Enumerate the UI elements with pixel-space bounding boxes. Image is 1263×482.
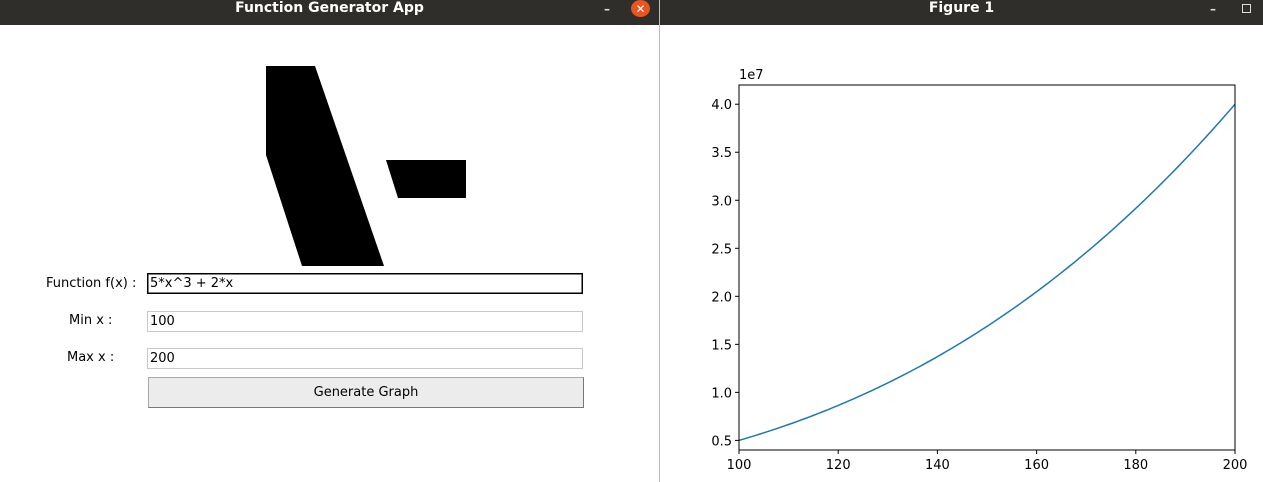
series-line (738, 103, 1236, 442)
minimize-button[interactable]: – (598, 2, 616, 16)
max-x-input[interactable] (147, 348, 583, 369)
min-x-label: Min x : (69, 313, 113, 328)
function-label: Function f(x) : (46, 276, 137, 291)
ticks-layer: 100 120 140 160 180 200 0.5 1.0 1.5 2.0 2.5 3.0 3.5 4… (711, 98, 1247, 473)
axes-frame (738, 84, 1236, 451)
y-tick-label: 1.5 (711, 338, 732, 353)
figure-minimize-button[interactable]: – (1205, 2, 1221, 16)
x-tick-label: 120 (826, 458, 851, 473)
figure-titlebar: Figure 1 – (660, 0, 1263, 25)
logo-icon (266, 66, 466, 266)
y-tick-label: 2.5 (711, 242, 732, 257)
minimize-icon: – (604, 2, 610, 16)
y-tick-label: 1.0 (711, 386, 732, 401)
generate-graph-button[interactable]: Generate Graph (148, 377, 584, 408)
close-icon: ✕ (635, 1, 646, 16)
plot-layer (738, 103, 1236, 442)
figure-window: Figure 1 – 100 120 140 160 180 200 0.5 1.0 1.5 2.… (660, 0, 1263, 482)
y-tick-label: 2.0 (711, 290, 732, 305)
max-x-label: Max x : (67, 350, 115, 365)
x-tick-label: 200 (1223, 458, 1248, 473)
min-x-input[interactable] (147, 311, 583, 332)
window-divider (659, 0, 660, 482)
figure-canvas: 100 120 140 160 180 200 0.5 1.0 1.5 2.0 2.5 3.0 3.5 4… (711, 68, 1247, 473)
y-tick-label: 3.0 (711, 194, 732, 209)
app-window-title: Function Generator App (235, 0, 424, 16)
maximize-icon (1241, 3, 1251, 13)
y-offset-label: 1e7 (739, 68, 764, 83)
minimize-icon: – (1210, 2, 1216, 16)
close-button[interactable]: ✕ (631, 0, 650, 17)
y-tick-label: 0.5 (711, 434, 732, 449)
figure-maximize-button[interactable] (1238, 0, 1254, 16)
figure-window-title: Figure 1 (928, 0, 995, 16)
function-generator-window: Function Generator App – ✕ Function f(x)… (0, 0, 659, 408)
app-titlebar: Function Generator App – ✕ (0, 0, 659, 25)
y-tick-label: 3.5 (711, 146, 732, 161)
x-tick-label: 140 (925, 458, 950, 473)
function-input[interactable] (147, 273, 583, 294)
y-tick-label: 4.0 (711, 98, 732, 113)
x-tick-label: 100 (727, 458, 752, 473)
x-tick-label: 180 (1123, 458, 1148, 473)
x-tick-label: 160 (1024, 458, 1049, 473)
